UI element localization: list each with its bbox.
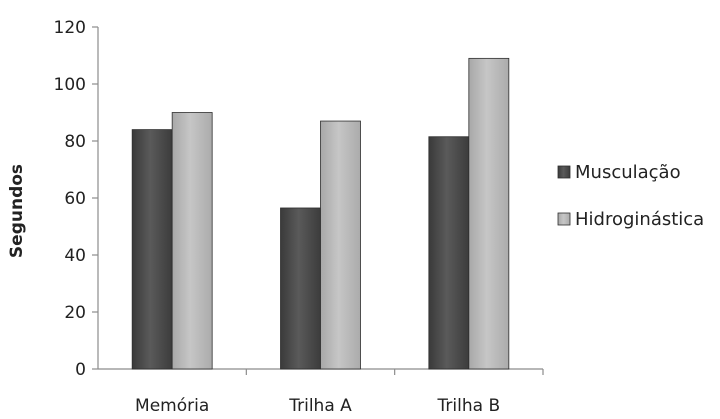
- y-tick-label: 100: [54, 75, 86, 95]
- bar-hidroginástica-1: [320, 120, 361, 370]
- y-tick-label: 60: [64, 189, 86, 209]
- bar-hidroginástica-2: [468, 57, 510, 370]
- legend-swatch-0: [557, 165, 571, 179]
- bar-musculação-1: [280, 207, 321, 370]
- y-tick-label: 20: [64, 303, 86, 323]
- bar-hidroginástica-0: [171, 112, 213, 370]
- x-tick-label: Memória: [135, 396, 209, 416]
- x-tick-label: Trilha A: [288, 396, 352, 416]
- y-axis-title: Segundos: [7, 164, 27, 258]
- y-tick-label: 80: [64, 132, 86, 152]
- legend-swatch-1: [557, 212, 571, 226]
- x-tick-label: Trilha B: [437, 396, 501, 416]
- y-tick-label: 0: [75, 360, 86, 380]
- legend-label-1: Hidroginástica: [575, 209, 704, 230]
- bar-musculação-0: [131, 129, 173, 370]
- y-tick-label: 40: [64, 246, 86, 266]
- legend-label-0: Musculação: [575, 162, 681, 183]
- y-tick-label: 120: [54, 18, 86, 38]
- bar-musculação-2: [428, 136, 470, 370]
